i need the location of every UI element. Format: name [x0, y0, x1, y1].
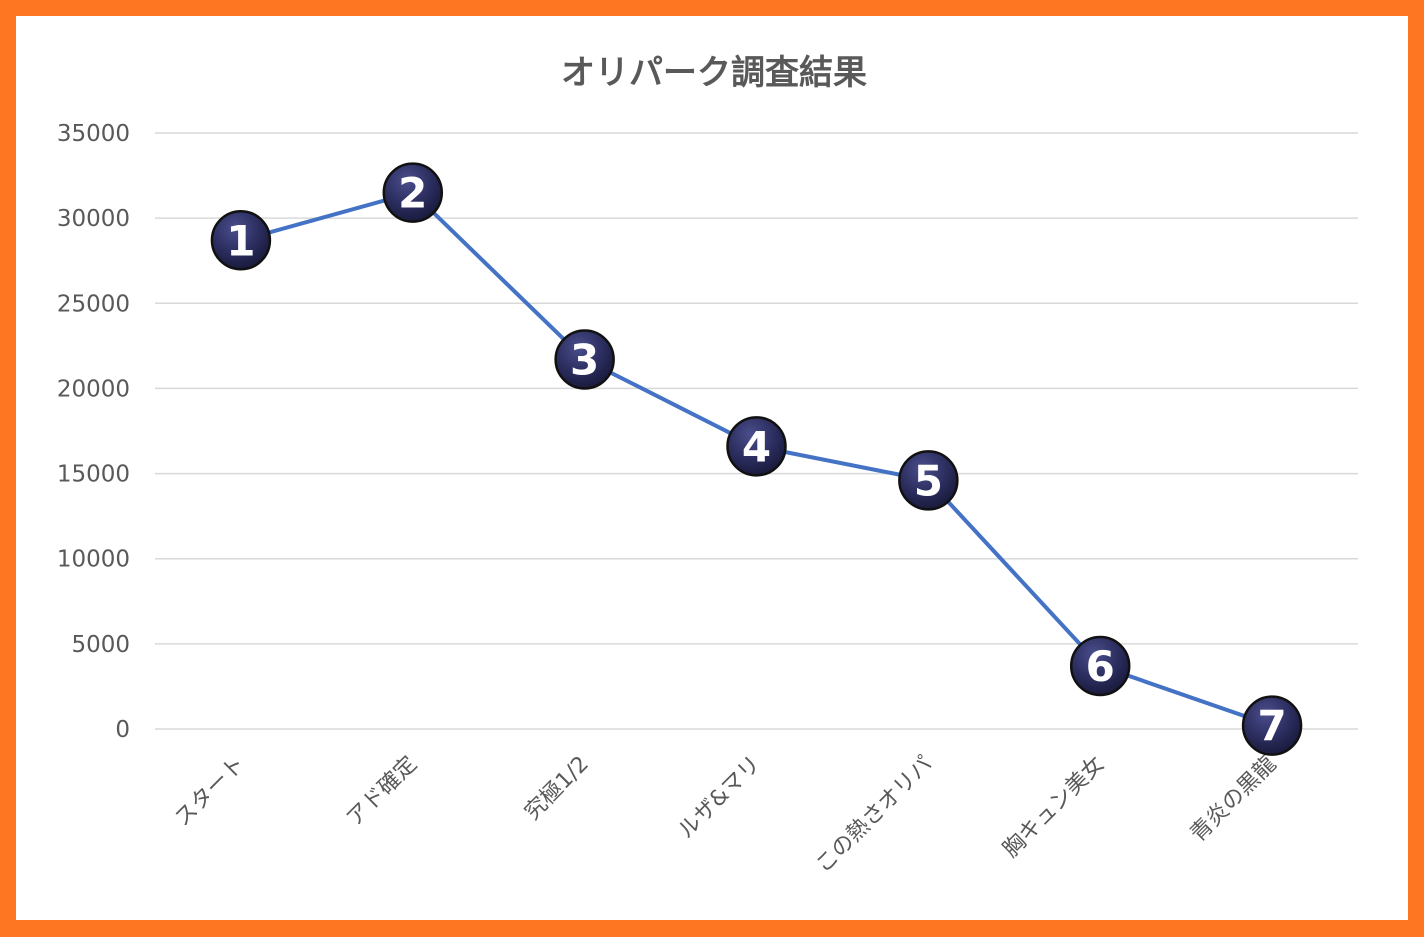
- y-tick-label: 30000: [57, 206, 130, 232]
- data-point-marker: [898, 450, 959, 511]
- chart-title: オリパーク調査結果: [561, 53, 867, 93]
- y-tick-label: 15000: [57, 462, 130, 488]
- data-point-label: 2: [398, 169, 427, 218]
- data-point-marker: [726, 416, 787, 477]
- x-tick-label: 究極1/2: [520, 752, 594, 826]
- data-point-marker: [1241, 695, 1303, 756]
- data-point-label: 7: [1257, 702, 1286, 751]
- data-point-label: 1: [226, 216, 255, 265]
- y-tick-label: 25000: [57, 291, 130, 317]
- x-tick-label: スタート: [170, 752, 250, 832]
- data-point-marker: [554, 329, 615, 390]
- data-point-label: 3: [570, 335, 599, 384]
- data-point-label: 5: [914, 456, 943, 505]
- y-tick-label: 20000: [57, 376, 130, 402]
- x-tick-label: この熱さオリパ: [811, 752, 938, 879]
- y-tick-label: 5000: [71, 632, 130, 658]
- x-tick-label: ルザ&マリ: [674, 752, 766, 844]
- x-tick-label: 胸キュン美女: [998, 752, 1109, 863]
- x-tick-label: アド確定: [342, 752, 422, 832]
- chart-frame: [16, 16, 1408, 920]
- data-point-marker: [1069, 635, 1131, 697]
- y-tick-label: 0: [115, 717, 130, 743]
- y-tick-label: 10000: [57, 547, 130, 573]
- data-point-label: 4: [742, 422, 771, 471]
- data-point-marker: [210, 210, 272, 271]
- data-point-marker: [382, 162, 444, 223]
- y-tick-label: 35000: [57, 121, 130, 147]
- x-tick-label: 青炎の黒龍: [1186, 752, 1281, 847]
- data-point-label: 6: [1086, 642, 1115, 691]
